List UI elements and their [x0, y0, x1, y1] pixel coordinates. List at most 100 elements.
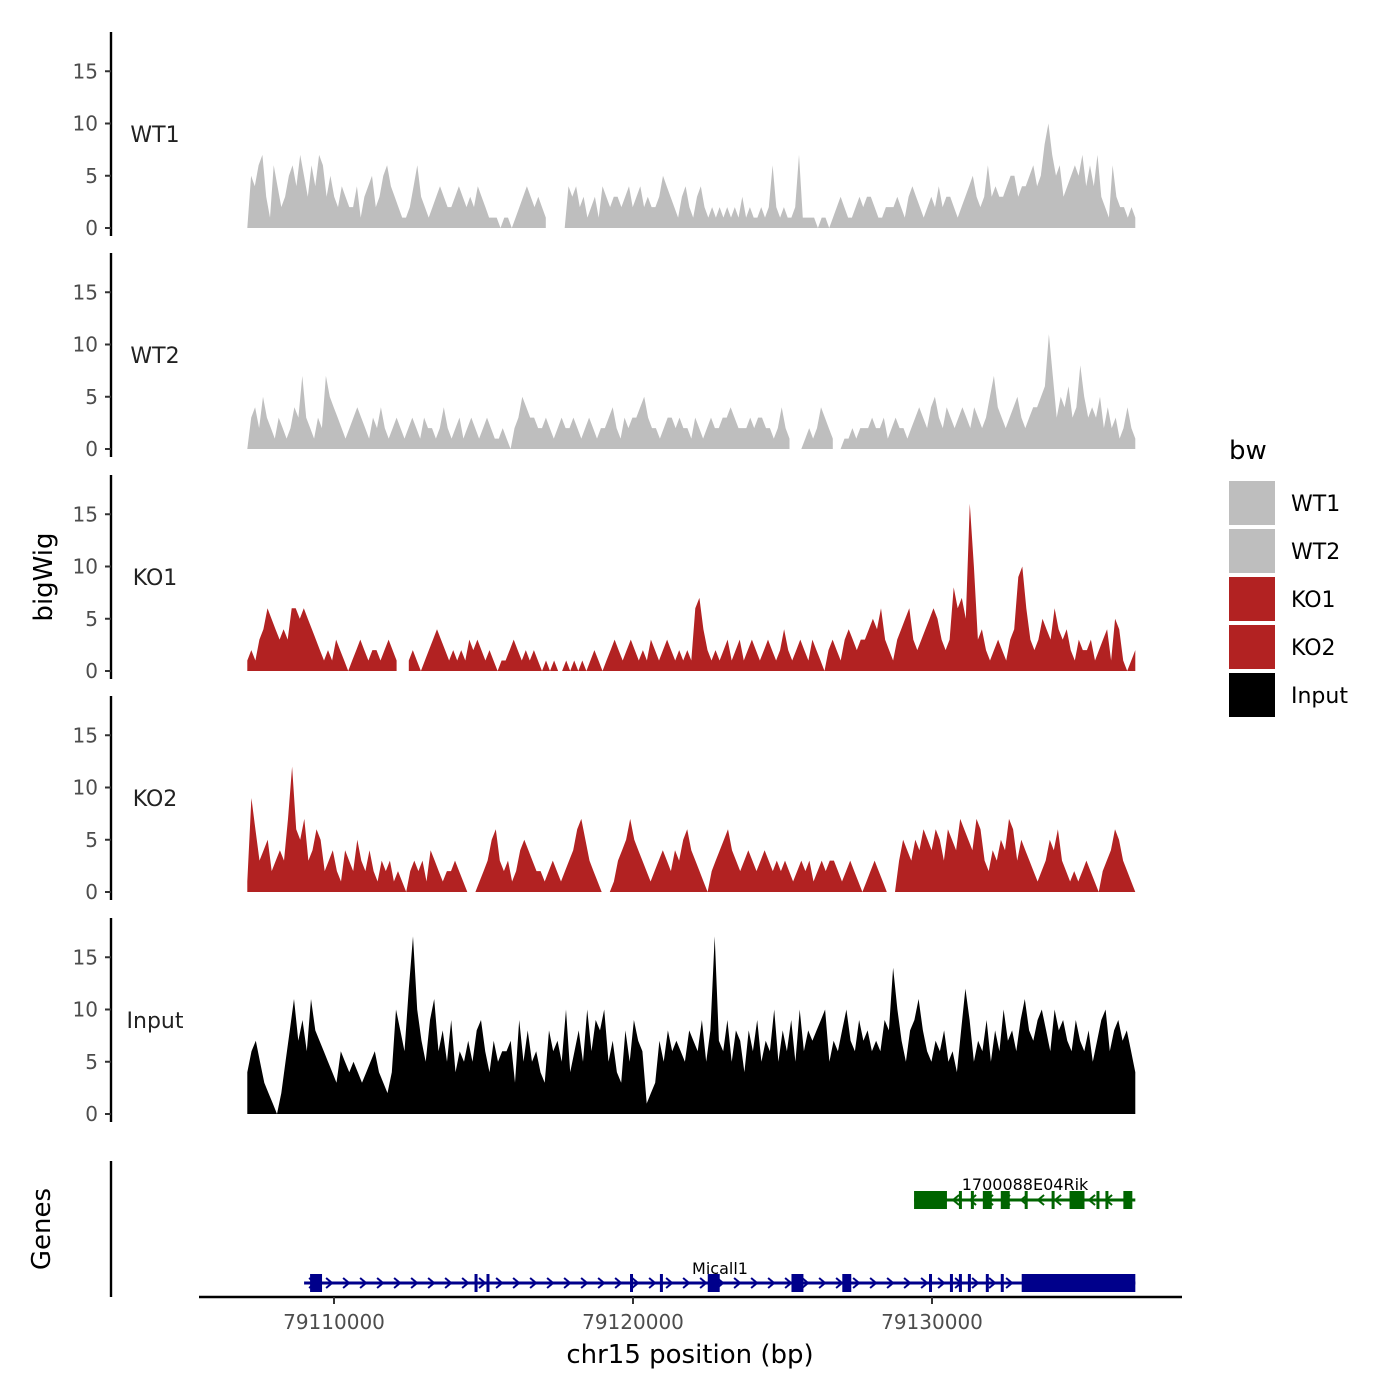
strand-arrow: [951, 1194, 960, 1206]
strand-arrow: [376, 1277, 385, 1289]
legend-title: bw: [1229, 436, 1267, 466]
strand-arrow: [342, 1277, 351, 1289]
gene-exon: [982, 1191, 992, 1209]
track-label-ko2: KO2: [133, 787, 178, 812]
strand-arrow: [682, 1277, 691, 1289]
strand-arrow: [801, 1277, 810, 1289]
y-tick-label: 5: [85, 164, 98, 188]
coverage-area-ko1: [247, 608, 397, 671]
y-tick-label: 10: [73, 112, 98, 136]
gene-exon: [958, 1274, 962, 1292]
gene-exon: [967, 1274, 971, 1292]
strand-arrow: [750, 1277, 759, 1289]
gene-exon: [659, 1274, 663, 1292]
strand-arrow: [971, 1277, 980, 1289]
legend-label-ko2: KO2: [1291, 636, 1336, 661]
gene-label-1700088e04rik: 1700088E04Rik: [962, 1175, 1089, 1194]
gene-exon: [1000, 1191, 1010, 1209]
strand-arrow: [988, 1277, 997, 1289]
strand-arrow: [920, 1277, 929, 1289]
strand-arrow: [699, 1277, 708, 1289]
strand-arrow: [852, 1277, 861, 1289]
track-panel-wt1: WT1 0 5 10 15: [73, 32, 1136, 240]
gene-exon: [1096, 1191, 1100, 1209]
legend-swatch-ko1: [1229, 577, 1275, 621]
strand-arrow: [886, 1277, 895, 1289]
gene-exon: [486, 1274, 490, 1292]
gene-exon: [1021, 1274, 1136, 1292]
legend-swatch-wt2: [1229, 529, 1275, 573]
strand-arrow: [631, 1277, 640, 1289]
strand-arrow: [1087, 1194, 1096, 1206]
y-tick-label: 0: [85, 880, 98, 904]
coverage-area-ko1: [408, 503, 1136, 671]
strand-arrow: [512, 1277, 521, 1289]
gene-exon: [1051, 1191, 1055, 1209]
gene-label-micall1: Micall1: [692, 1259, 748, 1278]
y-tick-label: 10: [73, 333, 98, 357]
coverage-area-wt1: [247, 154, 546, 228]
coverage-area-ko2: [609, 818, 887, 892]
coverage-area-wt1: [564, 123, 1136, 228]
strand-arrow: [580, 1277, 589, 1289]
x-tick-label: 79120000: [582, 1310, 684, 1334]
strand-arrow: [937, 1277, 946, 1289]
gene-exon: [970, 1191, 974, 1209]
gene-exon: [1024, 1191, 1028, 1209]
y-tick-label: 5: [85, 1050, 98, 1074]
legend-swatch-wt1: [1229, 481, 1275, 525]
strand-arrow: [495, 1277, 504, 1289]
gene-exon: [985, 1274, 989, 1292]
strand-arrow: [1053, 1194, 1062, 1206]
coverage-area-ko2: [475, 818, 602, 892]
y-tick-label: 15: [73, 280, 98, 304]
y-tick-label: 0: [85, 216, 98, 240]
strand-arrow: [478, 1277, 487, 1289]
y-tick-label: 0: [85, 437, 98, 461]
track-panel-ko2: KO2 0 5 10 15: [73, 696, 1136, 904]
coverage-area-ko2: [895, 818, 1136, 892]
gene-exon: [791, 1274, 804, 1292]
strand-arrow: [648, 1277, 657, 1289]
x-tick-label: 79130000: [881, 1310, 983, 1334]
strand-arrow: [733, 1277, 742, 1289]
coverage-area-ko2: [247, 766, 468, 892]
y-tick-label: 0: [85, 659, 98, 683]
gene-exon: [1000, 1274, 1004, 1292]
strand-arrow: [903, 1277, 912, 1289]
strand-arrow: [614, 1277, 623, 1289]
gene-exon: [949, 1274, 953, 1292]
track-label-input: Input: [127, 1009, 184, 1034]
strand-arrow: [427, 1277, 436, 1289]
gene-track: Genes 79110000 79120000 79130000 1700088E04…: [27, 1161, 1182, 1334]
coverage-area-input: [247, 936, 1136, 1114]
strand-arrow: [767, 1277, 776, 1289]
strand-arrow: [325, 1277, 334, 1289]
legend: bw WT1 WT2 KO1 KO2 Input: [1229, 436, 1348, 717]
legend-label-wt1: WT1: [1291, 492, 1340, 517]
strand-arrow: [1036, 1194, 1045, 1206]
gene-exon: [1105, 1191, 1109, 1209]
y-tick-label: 15: [73, 945, 98, 969]
gene-exon: [929, 1274, 933, 1292]
legend-label-input: Input: [1291, 684, 1348, 709]
strand-arrow: [529, 1277, 538, 1289]
x-axis-title: chr15 position (bp): [566, 1340, 813, 1370]
strand-arrow: [563, 1277, 572, 1289]
coverage-area-wt2: [840, 334, 1136, 449]
gene-exon: [842, 1274, 852, 1292]
gene-track-title: Genes: [27, 1188, 57, 1270]
y-tick-label: 15: [73, 59, 98, 83]
y-axis-title: bigWig: [29, 532, 59, 621]
track-panel-wt2: WT2 0 5 10 15: [73, 253, 1136, 461]
strand-arrow: [546, 1277, 555, 1289]
gene-exon: [958, 1191, 962, 1209]
track-panel-ko1: KO1 0 5 10 15: [73, 475, 1136, 683]
strand-arrow: [461, 1277, 470, 1289]
strand-arrow: [597, 1277, 606, 1289]
strand-arrow: [818, 1277, 827, 1289]
y-tick-label: 5: [85, 607, 98, 631]
strand-arrow: [410, 1277, 419, 1289]
strand-arrow: [835, 1277, 844, 1289]
